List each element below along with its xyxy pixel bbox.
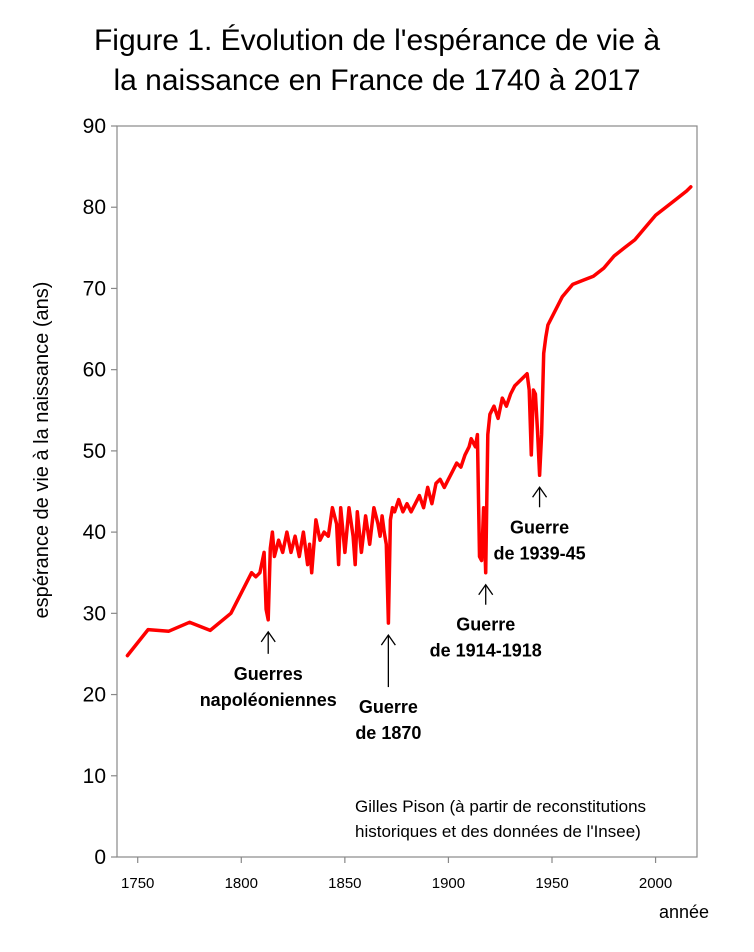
annotation: Guerre de 1914-1918 (430, 583, 542, 661)
annotation-label: de 1914-1918 (430, 641, 542, 661)
annotation: Guerre de 1870 (355, 633, 421, 743)
credit-line-2: historiques et des données de l'Insee) (355, 822, 641, 841)
y-tick-label: 70 (83, 277, 106, 300)
x-tick-label: 1750 (121, 875, 154, 892)
annotation-label: Guerres (234, 664, 303, 684)
y-tick-label: 40 (83, 521, 106, 544)
y-tick-label: 20 (83, 684, 106, 707)
annotation-label: Guerre (510, 517, 569, 537)
y-tick-label: 50 (83, 440, 106, 463)
annotation-arrow-head (532, 486, 548, 498)
chart-title-line-2: la naissance en France de 1740 à 2017 (113, 64, 641, 97)
y-tick-label: 90 (83, 115, 106, 138)
x-tick-label: 1950 (535, 875, 568, 892)
y-tick-label: 80 (83, 196, 106, 219)
x-tick-label: 1800 (225, 875, 258, 892)
annotation: Guerres napoléoniennes (200, 630, 337, 710)
annotation-label: Guerre (359, 697, 418, 717)
series-line (125, 185, 693, 658)
y-axis-label: espérance de vie à la naissance (ans) (31, 282, 53, 619)
axes (116, 125, 698, 858)
credit-text: Gilles Pison (à partir de reconstitution… (355, 797, 646, 841)
annotation-label: Guerre (456, 615, 515, 635)
annotation-label: napoléoniennes (200, 690, 337, 710)
annotation-arrow-head (478, 583, 494, 596)
y-tick-label: 60 (83, 359, 106, 382)
annotation-arrow-head (260, 630, 276, 643)
y-tick-label: 30 (83, 602, 106, 625)
ticks: 0 10 20 30 40 50 60 70 80 90 1750 1800 1850 1900 1950 2… (83, 115, 673, 892)
x-tick-label: 2000 (639, 875, 672, 892)
chart-title-line-1: Figure 1. Évolution de l'espérance de vi… (93, 24, 661, 57)
x-axis-label: année (659, 902, 709, 922)
credit-line-1: Gilles Pison (à partir de reconstitution… (355, 797, 646, 816)
annotation: Guerre de 1939-45 (494, 486, 586, 563)
y-tick-label: 0 (94, 846, 106, 869)
plot-frame (116, 125, 698, 858)
annotation-label: de 1870 (355, 723, 421, 743)
annotation-arrow-head (380, 633, 396, 646)
y-tick-label: 10 (83, 765, 106, 788)
annotation-label: de 1939-45 (494, 543, 586, 563)
x-tick-label: 1850 (328, 875, 361, 892)
x-tick-label: 1900 (432, 875, 465, 892)
